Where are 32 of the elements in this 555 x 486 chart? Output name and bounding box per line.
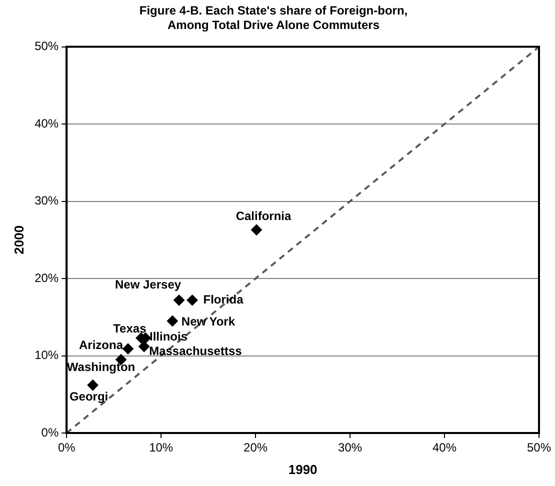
y-tick-label: 0% <box>41 425 59 440</box>
y-tick-label: 10% <box>34 348 59 362</box>
annotation: New York <box>181 314 236 328</box>
x-tick-label: 0% <box>58 440 76 455</box>
y-axis-title: 2000 <box>11 225 26 254</box>
y-tick-label: 40% <box>34 116 59 130</box>
annotation: California <box>236 209 292 224</box>
x-tick-label: 20% <box>244 440 268 455</box>
x-tick-label: 40% <box>432 440 457 455</box>
annotation: Georgi <box>69 389 108 404</box>
point <box>251 224 262 236</box>
point <box>122 343 134 354</box>
point <box>138 340 150 352</box>
x-tick-label: 50% <box>526 440 552 455</box>
point <box>174 294 185 306</box>
annotation: Washington <box>66 360 136 374</box>
annotation: Arizona <box>79 338 124 352</box>
y-tick-label: 30% <box>34 194 59 208</box>
annotation: Massachusettss <box>149 344 242 358</box>
annotation: Texas <box>113 321 147 336</box>
y-tick-label: 50% <box>34 39 59 54</box>
point <box>87 380 98 391</box>
annotation: Illinois <box>150 329 188 344</box>
chart-title: Figure 4-B. Each State's share of Foreign-born, Among Total Drive Alone Commuters <box>139 4 408 32</box>
point <box>186 294 198 306</box>
annotation: Florida <box>203 292 244 306</box>
y-tick-label: 20% <box>34 270 59 285</box>
point <box>166 316 178 326</box>
x-tick-label: 30% <box>338 440 362 455</box>
x-axis-title: 1990 <box>288 462 318 477</box>
x-tick-label: 10% <box>149 440 174 455</box>
annotation: New Jersey <box>115 277 182 292</box>
